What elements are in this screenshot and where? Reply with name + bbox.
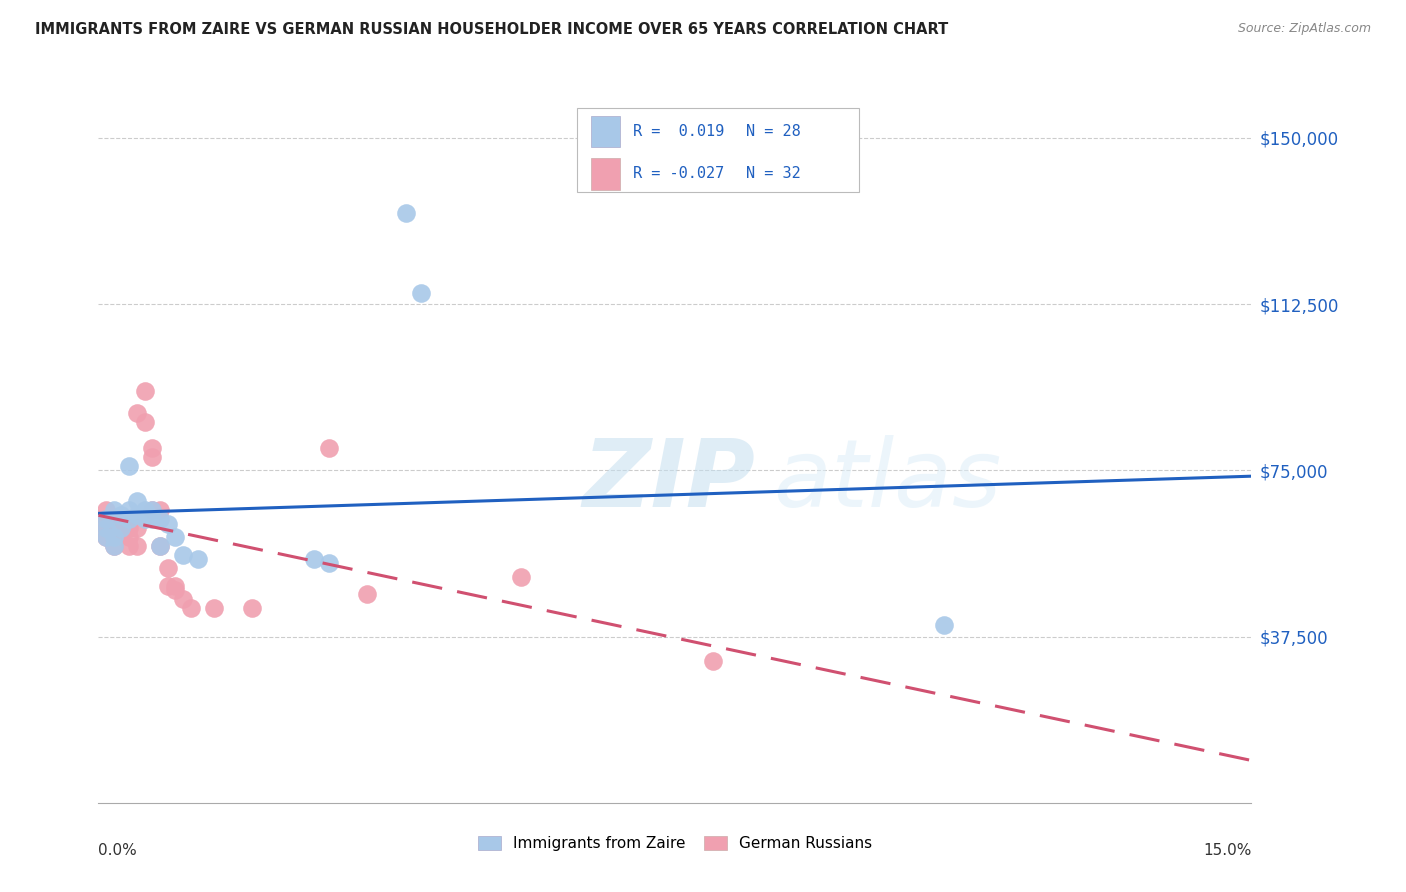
- Point: [118, 458, 141, 473]
- Point: [302, 552, 325, 566]
- Point: [118, 539, 141, 553]
- FancyBboxPatch shape: [576, 108, 859, 192]
- Text: ZIP: ZIP: [582, 435, 755, 527]
- Point: [702, 654, 724, 668]
- Point: [141, 512, 163, 526]
- Point: [156, 561, 179, 575]
- Point: [156, 516, 179, 531]
- Text: atlas: atlas: [773, 435, 1001, 526]
- Point: [118, 512, 141, 526]
- Point: [134, 384, 156, 398]
- Point: [149, 539, 172, 553]
- Text: 0.0%: 0.0%: [98, 843, 138, 858]
- Point: [141, 450, 163, 464]
- Point: [125, 406, 148, 420]
- Text: Source: ZipAtlas.com: Source: ZipAtlas.com: [1237, 22, 1371, 36]
- Point: [94, 530, 117, 544]
- Point: [103, 521, 125, 535]
- Point: [156, 578, 179, 592]
- Point: [165, 530, 187, 544]
- Point: [110, 525, 132, 540]
- Point: [118, 530, 141, 544]
- Bar: [591, 115, 620, 147]
- Point: [356, 587, 378, 601]
- Text: 15.0%: 15.0%: [1204, 843, 1251, 858]
- Legend: Immigrants from Zaire, German Russians: Immigrants from Zaire, German Russians: [471, 830, 879, 857]
- Point: [318, 441, 340, 455]
- Point: [94, 521, 117, 535]
- Point: [103, 512, 125, 526]
- Point: [510, 570, 533, 584]
- Point: [187, 552, 209, 566]
- Point: [165, 578, 187, 592]
- Point: [118, 503, 141, 517]
- Point: [125, 494, 148, 508]
- Point: [103, 530, 125, 544]
- Point: [318, 557, 340, 571]
- Text: R =  0.019: R = 0.019: [633, 124, 724, 139]
- Point: [149, 539, 172, 553]
- Point: [103, 539, 125, 553]
- Text: IMMIGRANTS FROM ZAIRE VS GERMAN RUSSIAN HOUSEHOLDER INCOME OVER 65 YEARS CORRELA: IMMIGRANTS FROM ZAIRE VS GERMAN RUSSIAN …: [35, 22, 949, 37]
- Point: [141, 441, 163, 455]
- Point: [180, 600, 202, 615]
- Point: [141, 503, 163, 517]
- Point: [94, 521, 117, 535]
- Text: R = -0.027: R = -0.027: [633, 166, 724, 181]
- Point: [94, 512, 117, 526]
- Bar: [591, 158, 620, 189]
- Point: [110, 516, 132, 531]
- Point: [94, 530, 117, 544]
- Text: N = 32: N = 32: [747, 166, 801, 181]
- Point: [118, 521, 141, 535]
- Point: [149, 512, 172, 526]
- Point: [202, 600, 225, 615]
- Point: [103, 503, 125, 517]
- Point: [141, 503, 163, 517]
- Point: [110, 508, 132, 522]
- Point: [240, 600, 263, 615]
- Point: [149, 503, 172, 517]
- Point: [94, 503, 117, 517]
- Point: [110, 521, 132, 535]
- Point: [125, 508, 148, 522]
- Point: [125, 521, 148, 535]
- Point: [134, 415, 156, 429]
- Point: [411, 285, 433, 300]
- Text: N = 28: N = 28: [747, 124, 801, 139]
- Point: [103, 539, 125, 553]
- Point: [165, 582, 187, 597]
- Point: [395, 206, 418, 220]
- Point: [134, 512, 156, 526]
- Point: [94, 512, 117, 526]
- Point: [172, 548, 194, 562]
- Point: [172, 591, 194, 606]
- Point: [134, 503, 156, 517]
- Point: [125, 539, 148, 553]
- Point: [932, 618, 955, 632]
